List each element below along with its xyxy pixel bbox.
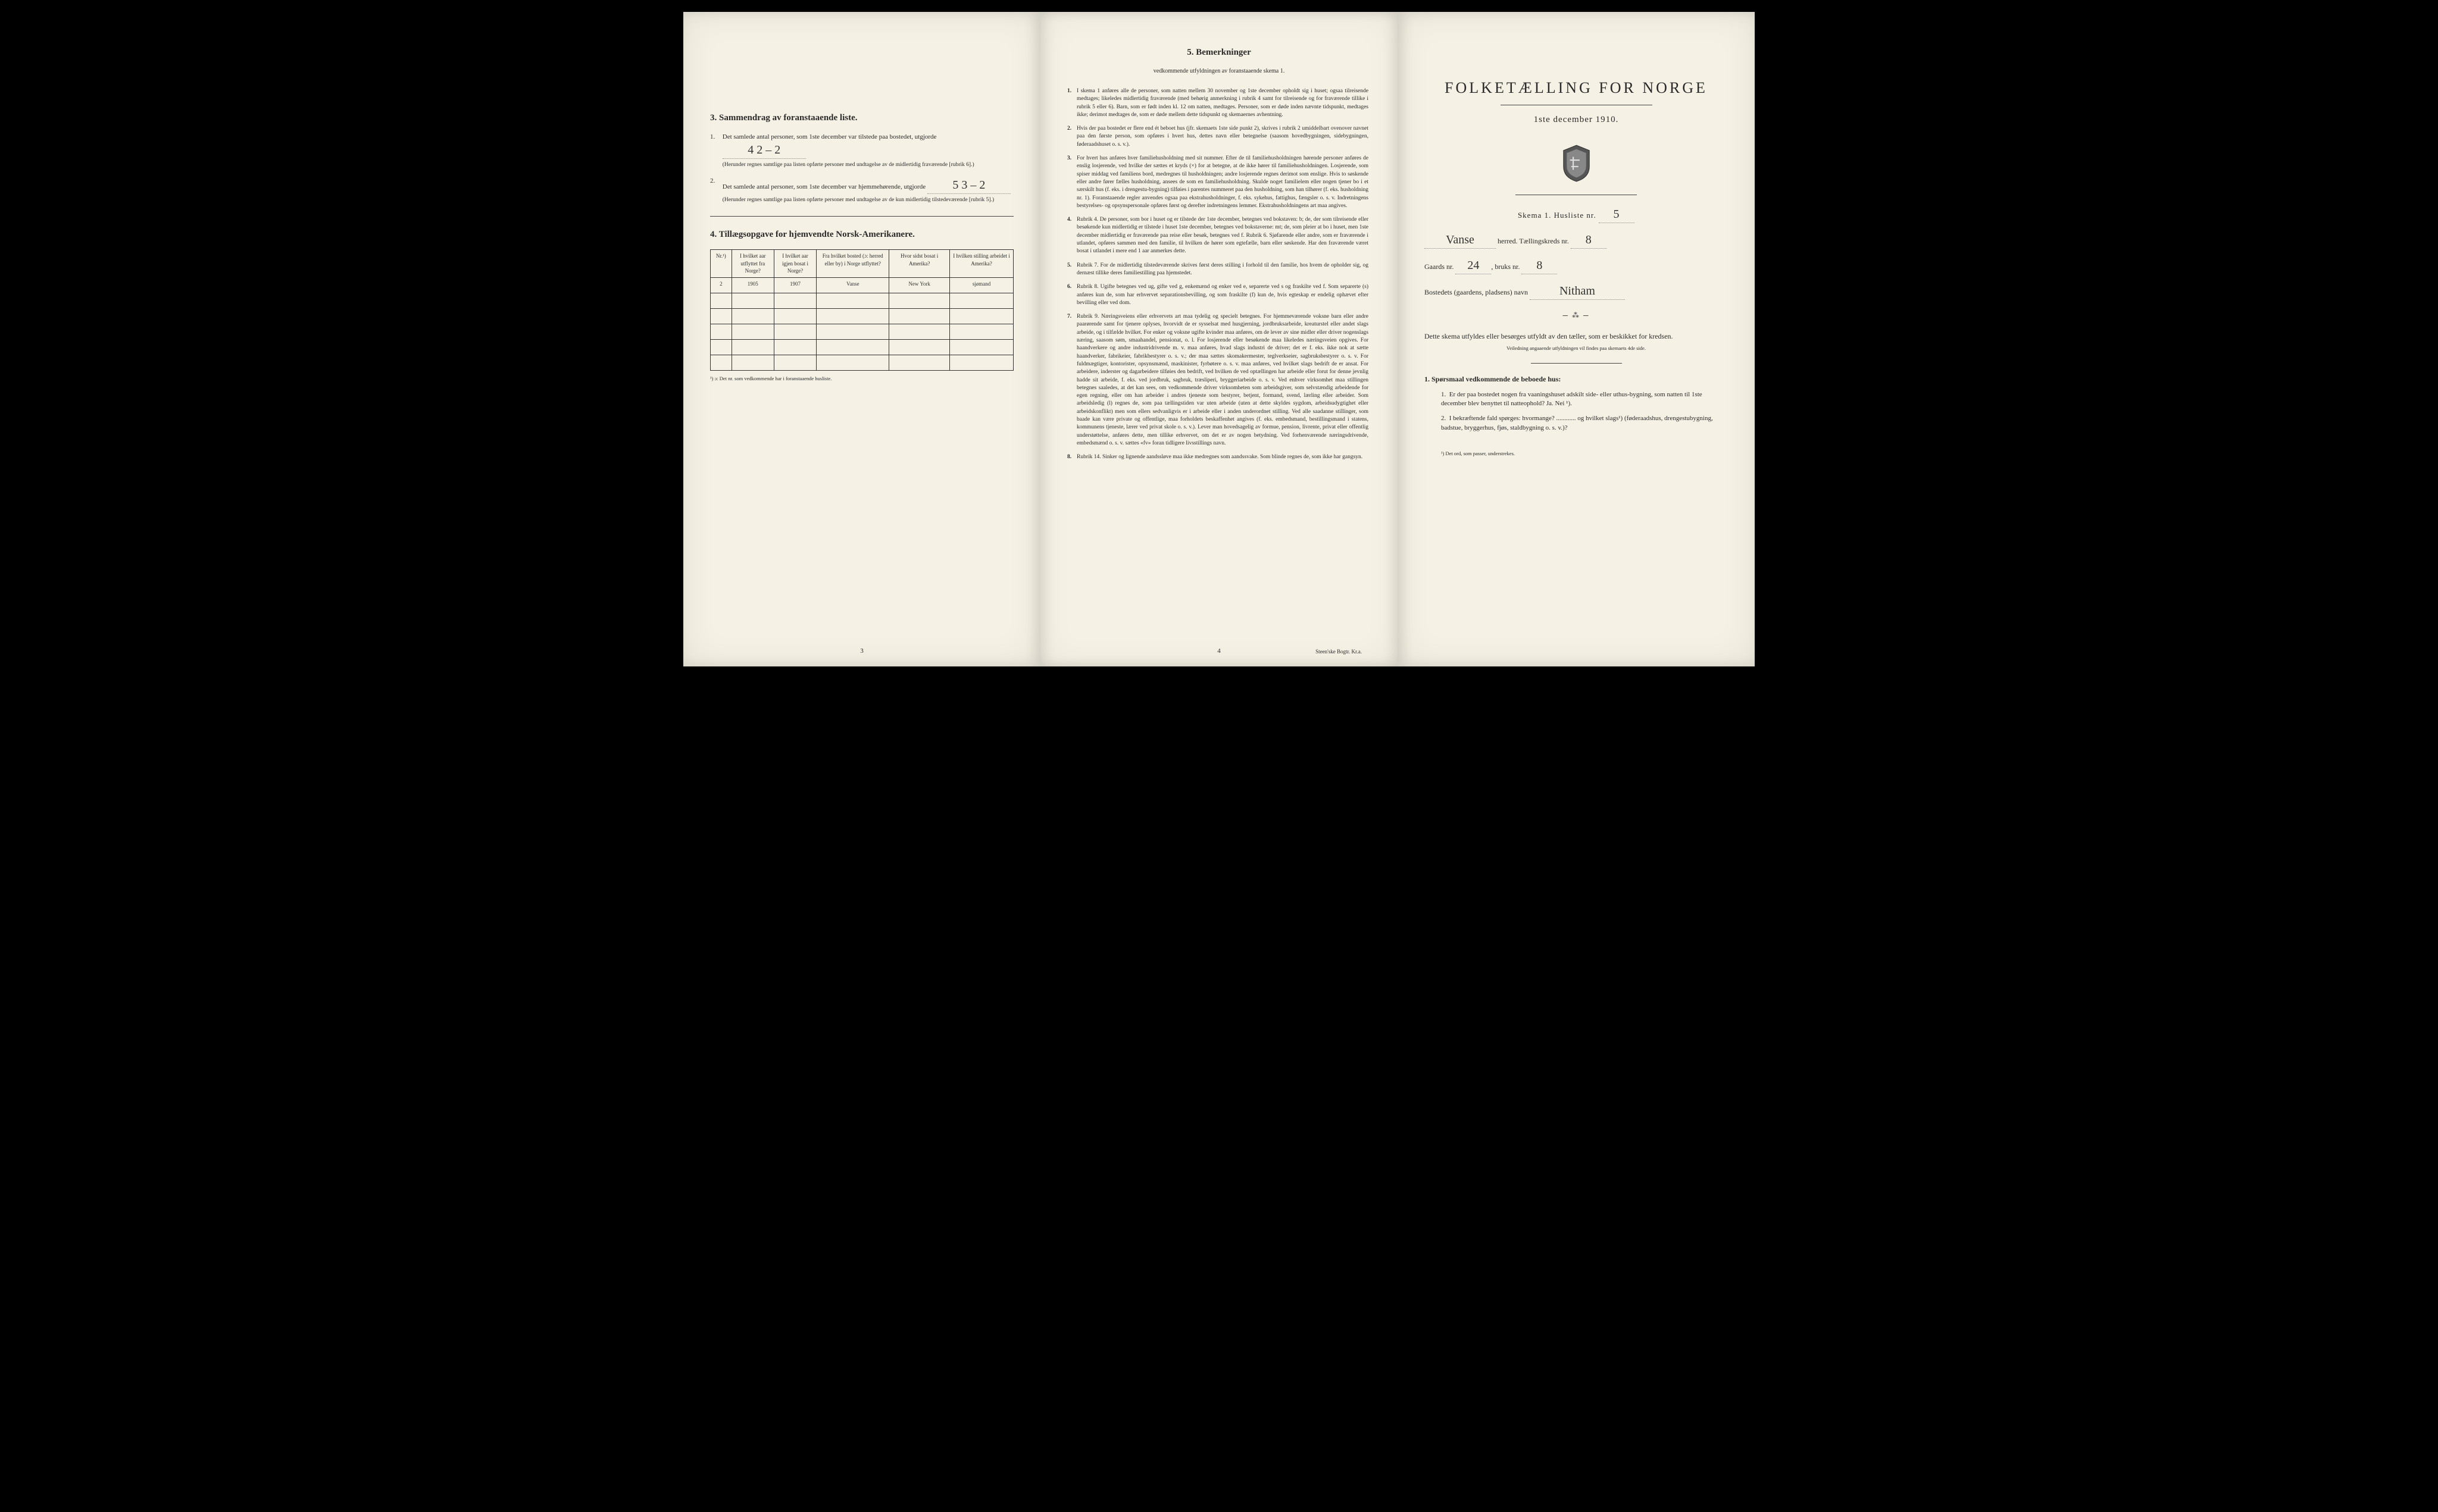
summary-2-body: Det samlede antal personer, som 1ste dec…	[723, 183, 926, 190]
summary-2-text: Det samlede antal personer, som 1ste dec…	[723, 177, 1013, 204]
remark-item: 7.Rubrik 9. Næringsveiens eller erhverve…	[1067, 313, 1371, 447]
remark-text: Rubrik 7. For de midlertidig tilstedevær…	[1077, 262, 1368, 278]
remark-text: Rubrik 14. Sinker og lignende aandssløve…	[1077, 453, 1368, 461]
table-row	[711, 324, 1014, 339]
summary-item-2: 2. Det samlede antal personer, som 1ste …	[710, 177, 1014, 204]
bruk-nr: 8	[1521, 257, 1557, 274]
summary-1-value: 4 2 – 2	[723, 142, 806, 159]
section-4-title: 4. Tillægsopgave for hjemvendte Norsk-Am…	[710, 228, 1014, 241]
coat-of-arms-icon	[1560, 144, 1593, 183]
document-spread: 3. Sammendrag av foranstaaende liste. 1.…	[683, 12, 1755, 666]
table-row	[711, 339, 1014, 355]
table-row	[711, 293, 1014, 308]
cell: 1905	[732, 277, 774, 293]
question-1-text: Er der paa bostedet nogen fra vaaningshu…	[1441, 391, 1702, 407]
instruction-1: Dette skema utfyldes eller besørges utfy…	[1424, 331, 1728, 342]
page1-footnote: ¹) Det ord, som passer, understrekes.	[1441, 450, 1728, 458]
table-body: 2 1905 1907 Vanse New York sjømand	[711, 277, 1014, 370]
husliste-nr: 5	[1599, 206, 1634, 223]
bosted-value: Nitham	[1530, 283, 1625, 300]
remarks-title: 5. Bemerkninger	[1067, 46, 1371, 59]
summary-1-num: 1.	[710, 133, 721, 142]
remark-num: 1.	[1067, 87, 1077, 95]
gaard-nr: 24	[1455, 257, 1491, 274]
remark-text: For hvert hus anføres hver familiehushol…	[1077, 155, 1368, 210]
col-stilling: I hvilken stilling arbeidet i Amerika?	[950, 249, 1014, 277]
page-number-4: 4	[1217, 647, 1221, 656]
remark-num: 3.	[1067, 155, 1077, 162]
table-row	[711, 308, 1014, 324]
cell: Vanse	[817, 277, 889, 293]
col-utflyt: I hvilket aar utflyttet fra Norge?	[732, 249, 774, 277]
gaard-label: Gaards nr.	[1424, 262, 1454, 271]
main-title: FOLKETÆLLING FOR NORGE	[1424, 77, 1728, 99]
remark-item: 4.Rubrik 4. De personer, som bor i huset…	[1067, 216, 1371, 255]
summary-1-note: (Herunder regnes samtlige paa listen opf…	[723, 161, 1013, 169]
bruk-label: bruks nr.	[1495, 262, 1520, 271]
remark-item: 5.Rubrik 7. For de midlertidig tilstedev…	[1067, 262, 1371, 278]
summary-item-1: 1. Det samlede antal personer, som 1ste …	[710, 133, 1014, 170]
herred-label: herred. Tællingskreds nr.	[1498, 237, 1569, 245]
instruction-2: Veiledning angaaende utfyldningen vil fi…	[1424, 345, 1728, 352]
remark-num: 7.	[1067, 313, 1077, 321]
remark-text: Rubrik 8. Ugifte betegnes ved ug, gifte …	[1077, 283, 1368, 307]
remark-num: 8.	[1067, 453, 1077, 461]
question-1: 1. Er der paa bostedet nogen fra vaaning…	[1441, 390, 1728, 409]
table-row	[711, 355, 1014, 370]
printer-credit: Steen'ske Bogtr. Kr.a.	[1315, 648, 1362, 656]
remark-text: Rubrik 9. Næringsveiens eller erhvervets…	[1077, 313, 1368, 447]
remarks-list: 1.I skema 1 anføres alle de personer, so…	[1067, 87, 1371, 461]
summary-2-value: 5 3 – 2	[927, 177, 1011, 194]
cell: 1907	[774, 277, 816, 293]
summary-2-note: (Herunder regnes samtlige paa listen opf…	[723, 196, 1013, 204]
remark-item: 1.I skema 1 anføres alle de personer, so…	[1067, 87, 1371, 119]
census-date: 1ste december 1910.	[1424, 114, 1728, 126]
sep-rule	[1531, 363, 1622, 364]
question-heading: 1. Spørsmaal vedkommende de beboede hus:	[1424, 374, 1728, 384]
col-bosat: I hvilket aar igjen bosat i Norge?	[774, 249, 816, 277]
questions: 1. Er der paa bostedet nogen fra vaaning…	[1441, 390, 1728, 433]
question-2-text: I bekræftende fald spørges: hvormange? .…	[1441, 415, 1713, 431]
summary-2-num: 2.	[710, 177, 721, 186]
remark-num: 6.	[1067, 283, 1077, 291]
divider	[710, 216, 1014, 217]
remark-text: Rubrik 4. De personer, som bor i huset o…	[1077, 216, 1368, 255]
section-3-title: 3. Sammendrag av foranstaaende liste.	[710, 112, 1014, 124]
page-3: 3. Sammendrag av foranstaaende liste. 1.…	[683, 12, 1040, 666]
skema-line: Skema 1. Husliste nr. 5	[1424, 206, 1728, 223]
amerikanere-table: Nr.¹) I hvilket aar utflyttet fra Norge?…	[710, 249, 1014, 371]
table-row: 2 1905 1907 Vanse New York sjømand	[711, 277, 1014, 293]
cell: 2	[711, 277, 732, 293]
ornament: ─ ⁂ ─	[1424, 311, 1728, 321]
summary-1-text: Det samlede antal personer, som 1ste dec…	[723, 133, 1013, 170]
herred-row: Vanse herred. Tællingskreds nr. 8	[1424, 231, 1728, 249]
remark-text: I skema 1 anføres alle de personer, som …	[1077, 87, 1368, 119]
bosted-row: Bostedets (gaardens, pladsens) navn Nith…	[1424, 283, 1728, 300]
remark-num: 2.	[1067, 125, 1077, 133]
question-2: 2. I bekræftende fald spørges: hvormange…	[1441, 414, 1728, 433]
bosted-label: Bostedets (gaardens, pladsens) navn	[1424, 288, 1528, 296]
col-nr: Nr.¹)	[711, 249, 732, 277]
gaard-row: Gaards nr. 24, bruks nr. 8	[1424, 257, 1728, 274]
cell: sjømand	[950, 277, 1014, 293]
col-bosted: Fra hvilket bosted (ɔ: herred eller by) …	[817, 249, 889, 277]
skema-label: Skema 1. Husliste nr.	[1518, 211, 1596, 220]
col-amerika: Hvor sidst bosat i Amerika?	[889, 249, 950, 277]
remark-num: 4.	[1067, 216, 1077, 224]
summary-1-body: Det samlede antal personer, som 1ste dec…	[723, 133, 937, 140]
cell: New York	[889, 277, 950, 293]
page-4: 5. Bemerkninger vedkommende utfyldningen…	[1040, 12, 1398, 666]
remarks-subtitle: vedkommende utfyldningen av foranstaaend…	[1067, 67, 1371, 76]
remark-item: 6.Rubrik 8. Ugifte betegnes ved ug, gift…	[1067, 283, 1371, 307]
page-1-title: FOLKETÆLLING FOR NORGE 1ste december 191…	[1398, 12, 1755, 666]
remark-item: 8.Rubrik 14. Sinker og lignende aandsslø…	[1067, 453, 1371, 461]
herred-value: Vanse	[1424, 231, 1496, 249]
remark-item: 2.Hvis der paa bostedet er flere end ét …	[1067, 125, 1371, 149]
remark-text: Hvis der paa bostedet er flere end ét be…	[1077, 125, 1368, 149]
remark-item: 3.For hvert hus anføres hver familiehush…	[1067, 155, 1371, 210]
kreds-nr: 8	[1571, 231, 1606, 249]
table-footnote: ¹) ɔ: Det nr. som vedkommende har i fora…	[710, 375, 1014, 383]
page-number-3: 3	[860, 647, 864, 656]
remark-num: 5.	[1067, 262, 1077, 270]
